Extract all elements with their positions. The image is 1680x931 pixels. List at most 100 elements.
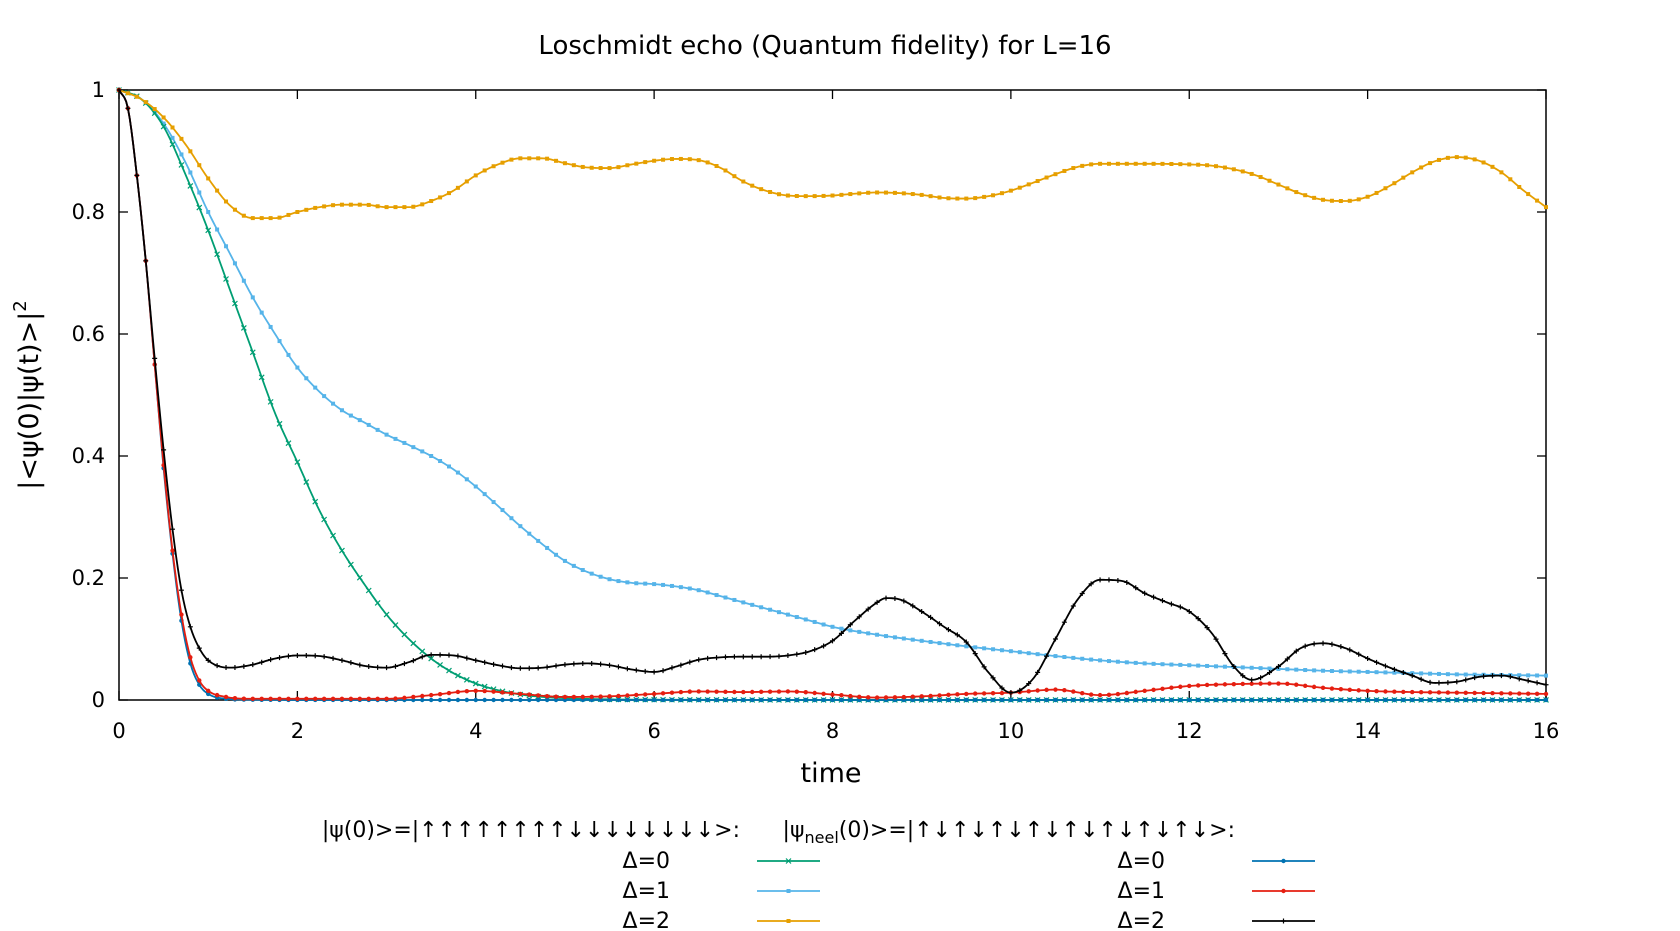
series-point bbox=[1436, 680, 1442, 686]
series-point bbox=[981, 691, 987, 696]
series-point bbox=[392, 622, 399, 628]
series-point bbox=[1356, 669, 1361, 674]
series-point bbox=[1400, 670, 1406, 676]
series-point bbox=[1419, 165, 1424, 170]
x-tick-label: 12 bbox=[1176, 719, 1203, 743]
series-point bbox=[1222, 697, 1228, 703]
series-point bbox=[901, 636, 906, 641]
series-point bbox=[1356, 651, 1362, 657]
series-point bbox=[286, 212, 291, 217]
series-lines bbox=[116, 87, 1549, 703]
series-point bbox=[1017, 687, 1023, 693]
series-point bbox=[598, 166, 603, 171]
series-point bbox=[741, 697, 746, 703]
series-point bbox=[259, 659, 265, 665]
series-point bbox=[580, 697, 585, 703]
series-point bbox=[1053, 687, 1058, 692]
x-tick-label: 6 bbox=[647, 719, 660, 743]
series-point bbox=[589, 165, 594, 170]
series-point bbox=[1382, 663, 1388, 669]
series-point bbox=[1499, 697, 1504, 703]
series-point bbox=[955, 692, 960, 697]
series-point bbox=[500, 508, 505, 513]
series-point bbox=[1231, 167, 1236, 172]
series-point bbox=[732, 174, 737, 179]
series-point bbox=[214, 663, 220, 669]
series-point bbox=[1508, 697, 1513, 703]
series-point bbox=[589, 571, 594, 576]
series-point bbox=[554, 552, 559, 557]
series-point bbox=[1026, 697, 1031, 703]
series-point bbox=[955, 643, 960, 648]
series-point bbox=[892, 695, 898, 700]
series-point bbox=[1365, 669, 1370, 674]
series-point bbox=[1410, 689, 1415, 695]
series-point bbox=[1284, 656, 1290, 662]
series-point bbox=[1391, 666, 1397, 672]
series-point bbox=[322, 204, 327, 209]
series-point bbox=[268, 657, 274, 663]
series-point bbox=[1240, 665, 1245, 670]
series-point bbox=[1302, 683, 1308, 688]
series-point bbox=[758, 697, 764, 703]
legend-label: Δ=2 bbox=[1118, 909, 1165, 931]
chart-title: Loschmidt echo (Quantum fidelity) for L=… bbox=[538, 31, 1111, 61]
series-point bbox=[776, 192, 781, 197]
series-point bbox=[848, 628, 853, 633]
series-point bbox=[1517, 691, 1522, 696]
series-point bbox=[910, 192, 915, 197]
series-point bbox=[312, 653, 318, 659]
series-point bbox=[705, 590, 710, 595]
y-tick-label: 0.6 bbox=[72, 322, 105, 346]
series-point bbox=[241, 213, 246, 218]
legend-header-group-1-suffix: (0)>=|↑↓↑↓↑↓↑↓↑↓↑↓↑↓↑↓>: bbox=[839, 818, 1235, 843]
series-point bbox=[509, 516, 514, 521]
series-point bbox=[1409, 673, 1415, 679]
series-point bbox=[1124, 161, 1129, 166]
series-point bbox=[803, 697, 808, 703]
series-point bbox=[1374, 689, 1379, 694]
series-point bbox=[455, 697, 461, 703]
series-point bbox=[1347, 687, 1352, 693]
series-point bbox=[785, 689, 791, 694]
series-point bbox=[482, 697, 487, 703]
series-point bbox=[919, 192, 924, 197]
series-point bbox=[1463, 155, 1468, 160]
series-point bbox=[732, 689, 737, 695]
series-point bbox=[1133, 697, 1138, 703]
series-point bbox=[973, 645, 978, 650]
series-point bbox=[1436, 671, 1441, 676]
series-point bbox=[1311, 697, 1317, 703]
series-point bbox=[481, 683, 488, 690]
series-point bbox=[794, 194, 799, 199]
series-point bbox=[865, 695, 871, 700]
series-point bbox=[1169, 697, 1174, 703]
series-point bbox=[518, 691, 523, 697]
series-point bbox=[366, 422, 371, 427]
series-point bbox=[767, 654, 773, 660]
series-point bbox=[464, 655, 470, 661]
series-point bbox=[438, 459, 443, 464]
series-point bbox=[223, 694, 229, 700]
series-point bbox=[392, 663, 398, 669]
series-point bbox=[178, 161, 185, 168]
series-point bbox=[821, 193, 826, 198]
legend-label: Δ=0 bbox=[623, 849, 670, 874]
series-point bbox=[1124, 579, 1130, 585]
legend-header-group-1-sub: neel bbox=[804, 828, 838, 847]
series-psi0-2 bbox=[117, 88, 1548, 221]
series-point bbox=[714, 593, 719, 598]
plot-frame bbox=[118, 89, 1547, 701]
series-point bbox=[1035, 179, 1040, 184]
series-point bbox=[214, 251, 221, 258]
series-point bbox=[197, 678, 202, 683]
series-point bbox=[420, 697, 425, 703]
series-point bbox=[232, 300, 238, 307]
series-point bbox=[161, 121, 166, 126]
series-point bbox=[179, 612, 184, 617]
series-point bbox=[624, 666, 630, 672]
series-point bbox=[259, 696, 264, 701]
series-point bbox=[785, 612, 790, 617]
series-point bbox=[892, 635, 897, 640]
series-point bbox=[125, 105, 131, 111]
